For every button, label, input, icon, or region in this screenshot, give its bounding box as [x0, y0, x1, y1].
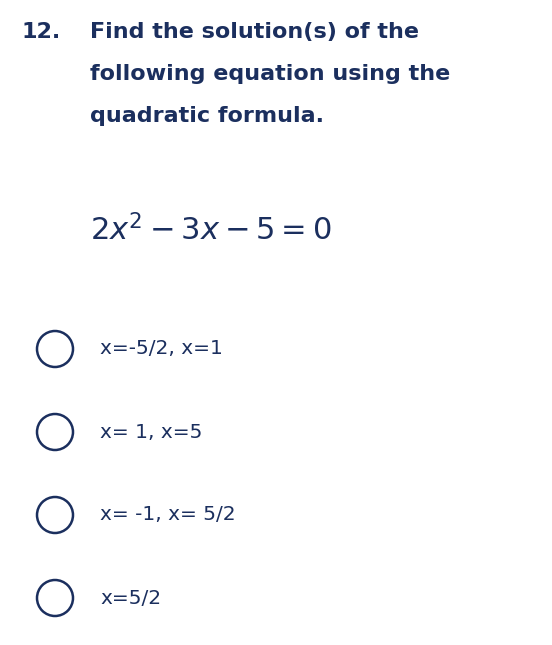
- Text: following equation using the: following equation using the: [90, 64, 450, 84]
- Text: $2x^2 - 3x - 5 = 0$: $2x^2 - 3x - 5 = 0$: [90, 215, 332, 248]
- Text: x=5/2: x=5/2: [100, 588, 161, 608]
- Text: x= 1, x=5: x= 1, x=5: [100, 422, 203, 441]
- Text: 12.: 12.: [22, 22, 61, 42]
- Text: Find the solution(s) of the: Find the solution(s) of the: [90, 22, 419, 42]
- Text: x=-5/2, x=1: x=-5/2, x=1: [100, 339, 223, 359]
- Text: quadratic formula.: quadratic formula.: [90, 106, 324, 126]
- Text: x= -1, x= 5/2: x= -1, x= 5/2: [100, 506, 236, 524]
